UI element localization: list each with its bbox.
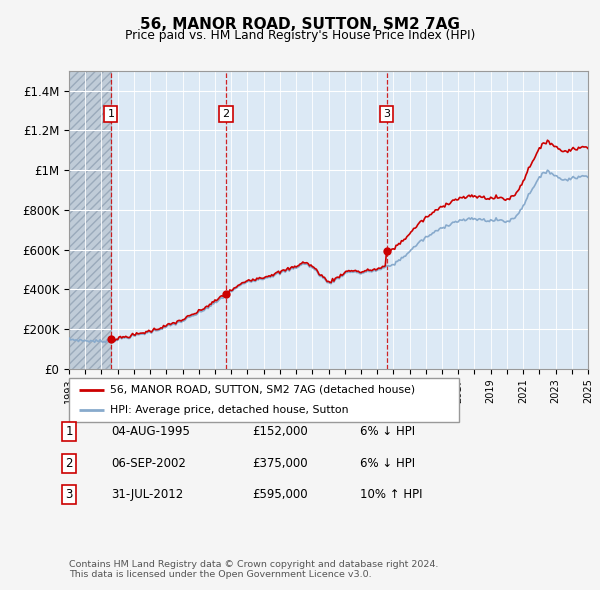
Text: 6% ↓ HPI: 6% ↓ HPI: [360, 425, 415, 438]
Text: 56, MANOR ROAD, SUTTON, SM2 7AG: 56, MANOR ROAD, SUTTON, SM2 7AG: [140, 17, 460, 31]
Text: £152,000: £152,000: [252, 425, 308, 438]
Text: 56, MANOR ROAD, SUTTON, SM2 7AG (detached house): 56, MANOR ROAD, SUTTON, SM2 7AG (detache…: [110, 385, 415, 395]
Text: 04-AUG-1995: 04-AUG-1995: [111, 425, 190, 438]
Text: Contains HM Land Registry data © Crown copyright and database right 2024.
This d: Contains HM Land Registry data © Crown c…: [69, 560, 439, 579]
Text: £595,000: £595,000: [252, 488, 308, 501]
Text: 1: 1: [107, 109, 115, 119]
Text: 10% ↑ HPI: 10% ↑ HPI: [360, 488, 422, 501]
Text: 2: 2: [65, 457, 73, 470]
Text: 3: 3: [65, 488, 73, 501]
Text: 31-JUL-2012: 31-JUL-2012: [111, 488, 183, 501]
Text: 3: 3: [383, 109, 390, 119]
Text: Price paid vs. HM Land Registry's House Price Index (HPI): Price paid vs. HM Land Registry's House …: [125, 30, 475, 42]
Text: £375,000: £375,000: [252, 457, 308, 470]
Text: HPI: Average price, detached house, Sutton: HPI: Average price, detached house, Sutt…: [110, 405, 349, 415]
Text: 1: 1: [65, 425, 73, 438]
Text: 2: 2: [222, 109, 229, 119]
Text: 06-SEP-2002: 06-SEP-2002: [111, 457, 186, 470]
Bar: [69, 71, 111, 369]
FancyBboxPatch shape: [69, 378, 459, 422]
Text: 6% ↓ HPI: 6% ↓ HPI: [360, 457, 415, 470]
